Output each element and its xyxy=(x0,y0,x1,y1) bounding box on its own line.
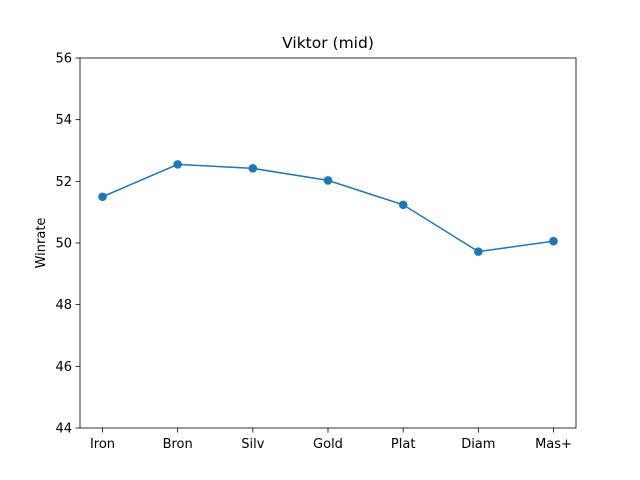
data-point xyxy=(474,247,483,256)
x-tick-label: Mas+ xyxy=(535,437,572,452)
data-point xyxy=(98,192,107,202)
series-markers xyxy=(98,160,558,256)
y-tick-label: 50 xyxy=(55,237,72,252)
y-tick-label: 52 xyxy=(55,175,72,190)
y-tick-label: 46 xyxy=(55,360,72,375)
x-tick-label: Diam xyxy=(461,437,495,452)
plot-area-frame xyxy=(79,57,577,429)
y-tick-label: 48 xyxy=(55,298,72,313)
y-tick-label: 54 xyxy=(55,113,72,128)
y-tick-label: 44 xyxy=(55,422,72,437)
data-point xyxy=(398,200,408,210)
x-tick-label: Bron xyxy=(163,437,193,452)
x-tick-label: Plat xyxy=(391,437,416,452)
data-point xyxy=(248,164,258,173)
chart-title: Viktor (mid) xyxy=(282,34,374,52)
x-tick-label: Iron xyxy=(90,437,115,452)
y-axis-ticks: 44 46 48 50 52 54 56 xyxy=(55,52,80,437)
x-tick-label: Silv xyxy=(241,437,264,452)
y-tick-label: 56 xyxy=(55,52,72,67)
x-tick-label: Gold xyxy=(313,437,343,452)
data-point xyxy=(549,236,558,246)
y-axis-label: Winrate xyxy=(34,218,49,269)
x-axis-ticks: Iron Bron Silv Gold Plat Diam Mas+ xyxy=(90,428,572,452)
data-point xyxy=(323,176,333,185)
data-point xyxy=(173,160,182,169)
